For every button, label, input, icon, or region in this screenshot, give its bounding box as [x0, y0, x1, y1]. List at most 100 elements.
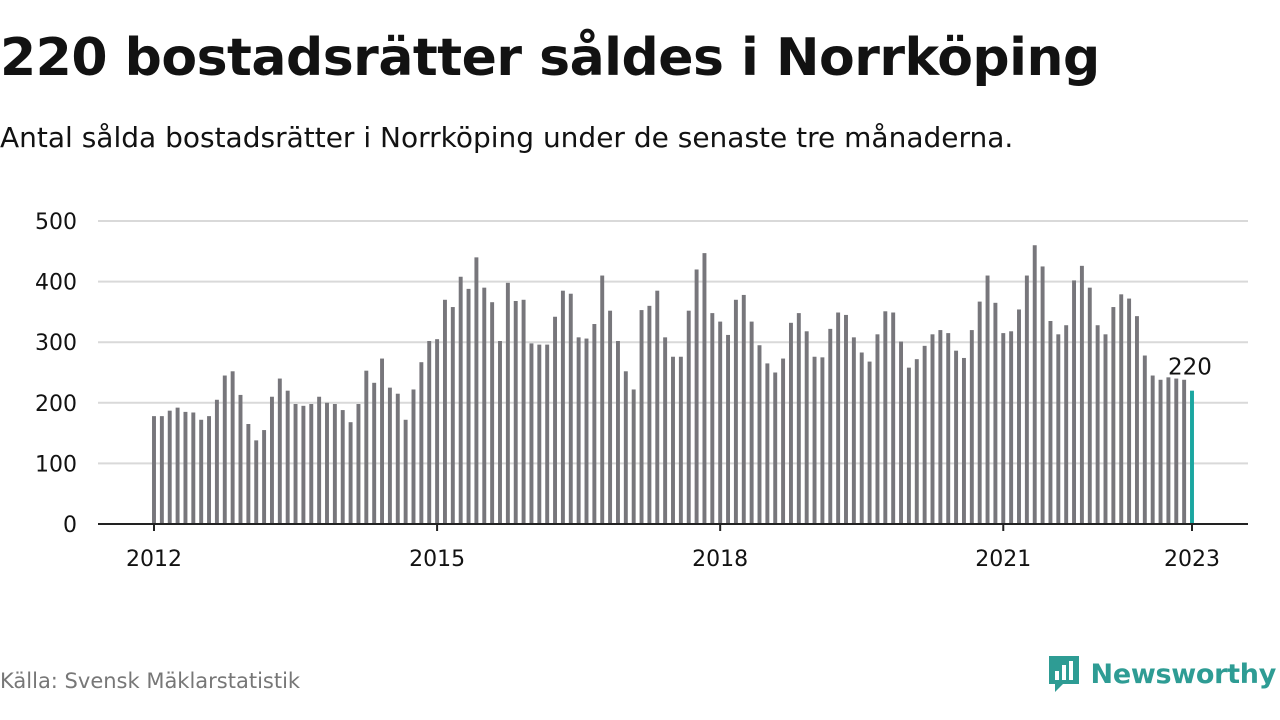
- bar: [1134, 316, 1139, 524]
- bar: [199, 419, 204, 524]
- x-tick-label: 2015: [409, 547, 465, 572]
- bar: [899, 341, 904, 524]
- bar: [1142, 355, 1147, 524]
- bar: [883, 311, 888, 524]
- bar: [340, 410, 345, 524]
- bar: [159, 416, 164, 524]
- newsworthy-logo-icon: [1048, 656, 1079, 692]
- brand-name: Newsworthy: [1090, 658, 1277, 690]
- bar: [663, 337, 668, 524]
- bar: [804, 331, 809, 524]
- bar: [419, 362, 424, 524]
- bar: [757, 345, 762, 524]
- bar: [1001, 333, 1006, 524]
- bar: [655, 290, 660, 524]
- bar: [442, 299, 447, 524]
- x-tick-label: 2012: [126, 547, 182, 572]
- y-tick-label: 200: [35, 392, 77, 417]
- bar: [309, 404, 314, 524]
- bar: [1040, 266, 1045, 524]
- bar: [450, 307, 455, 524]
- bar: [1095, 325, 1100, 524]
- x-tick-label: 2021: [975, 547, 1031, 572]
- bar: [230, 371, 235, 524]
- bar: [647, 305, 652, 524]
- bar: [671, 356, 675, 524]
- bar: [372, 382, 377, 524]
- bar: [781, 358, 786, 524]
- bar: [788, 322, 793, 524]
- bar: [623, 371, 628, 524]
- y-tick-label: 500: [35, 210, 77, 235]
- bar: [427, 340, 432, 524]
- y-tick-label: 0: [63, 513, 77, 538]
- bar: [914, 359, 919, 524]
- bar: [576, 337, 581, 524]
- bar: [364, 370, 369, 524]
- bar: [749, 321, 754, 524]
- bar: [694, 269, 699, 524]
- bar: [985, 275, 990, 524]
- bar: [285, 390, 290, 524]
- bar: [568, 293, 573, 524]
- bar: [946, 333, 951, 524]
- bar: [537, 344, 542, 524]
- bar: [1174, 378, 1179, 524]
- bar: [922, 345, 927, 524]
- bar: [773, 372, 778, 524]
- bar: [1024, 275, 1029, 524]
- bar: [560, 290, 565, 524]
- x-tick-label: 2023: [1164, 547, 1220, 572]
- bar: [254, 440, 259, 524]
- y-tick-label: 300: [35, 331, 77, 356]
- bar: [733, 299, 738, 524]
- bar: [529, 343, 534, 524]
- bar: [490, 302, 495, 524]
- bar: [820, 357, 825, 524]
- bar: [1056, 334, 1061, 524]
- brand-logo-block: Newsworthy: [1047, 653, 1276, 695]
- bar: [332, 404, 337, 524]
- bar: [726, 334, 731, 524]
- bar: [891, 312, 896, 524]
- bar: [269, 396, 274, 524]
- bar: [277, 378, 282, 524]
- bar: [600, 275, 605, 524]
- bar: [1182, 379, 1187, 524]
- bar: [482, 287, 487, 524]
- source-note: Källa: Svensk Mäklarstatistik: [0, 669, 301, 693]
- bar: [631, 389, 636, 524]
- bar: [207, 416, 212, 524]
- bar: [993, 302, 998, 524]
- bar: [686, 310, 691, 524]
- bar: [796, 313, 801, 524]
- bar: [466, 288, 471, 524]
- bar: [954, 350, 959, 524]
- bar: [403, 419, 408, 524]
- bar: [1119, 294, 1124, 524]
- bar: [584, 338, 589, 524]
- bar: [1127, 298, 1132, 524]
- highlight-bar: [1190, 390, 1194, 524]
- bar: [608, 310, 613, 524]
- bar: [380, 358, 385, 524]
- bar: [498, 340, 502, 524]
- bar: [851, 337, 856, 524]
- bar: [678, 356, 683, 524]
- bar: [325, 402, 329, 524]
- bar: [1158, 379, 1163, 524]
- bar: [458, 276, 463, 524]
- bar-chart: 0 100 200 300 400 500 2012 2015 2018 2021 2023 220: [35, 210, 1248, 572]
- bar: [615, 340, 620, 524]
- y-tick-label: 100: [35, 452, 77, 477]
- bar: [710, 313, 715, 524]
- bar: [167, 410, 172, 524]
- bar: [812, 356, 817, 524]
- bar: [183, 411, 188, 524]
- bar: [592, 324, 597, 524]
- bar: [387, 387, 392, 524]
- bar: [435, 339, 440, 524]
- bar: [356, 404, 361, 524]
- bar: [859, 352, 864, 524]
- chart-title: 220 bostadsrätter såldes i Norrköping: [0, 28, 1100, 88]
